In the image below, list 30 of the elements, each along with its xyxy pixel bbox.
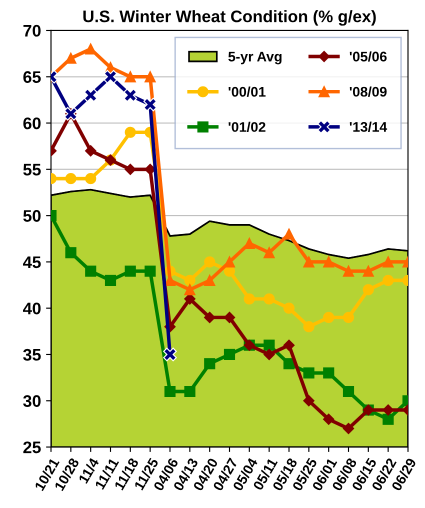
point — [124, 71, 136, 82]
point — [104, 70, 118, 84]
point — [144, 71, 156, 82]
legend-label: '08/09 — [350, 86, 387, 97]
legend-label: '01/02 — [228, 122, 266, 132]
legend-label: '05/06 — [350, 51, 387, 62]
y-tick-label: 55 — [23, 164, 41, 176]
point — [124, 126, 136, 138]
point — [65, 173, 76, 184]
y-tick-label: 45 — [22, 256, 41, 268]
legend-label: '00/01 — [228, 86, 266, 97]
y-tick-label: 65 — [23, 71, 41, 83]
chart-title: U.S. Winter Wheat Condition (% g/ex) — [83, 10, 376, 26]
point — [143, 98, 157, 112]
point — [65, 52, 76, 64]
y-tick-label: 35 — [23, 348, 41, 361]
y-tick-label: 70 — [23, 24, 41, 37]
point — [85, 145, 96, 156]
point — [85, 173, 96, 184]
y-tick-label: 40 — [22, 302, 41, 314]
point — [85, 43, 96, 55]
point — [84, 88, 98, 102]
y-tick-label: 30 — [23, 395, 41, 407]
legend-label: '13/14 — [350, 122, 388, 132]
legend-label: 5-yr Avg — [228, 52, 282, 64]
y-tick-label: 50 — [23, 210, 41, 222]
point — [124, 164, 136, 175]
point — [124, 88, 138, 102]
y-tick-label: 60 — [23, 117, 41, 130]
y-tick-label: 25 — [23, 441, 41, 454]
